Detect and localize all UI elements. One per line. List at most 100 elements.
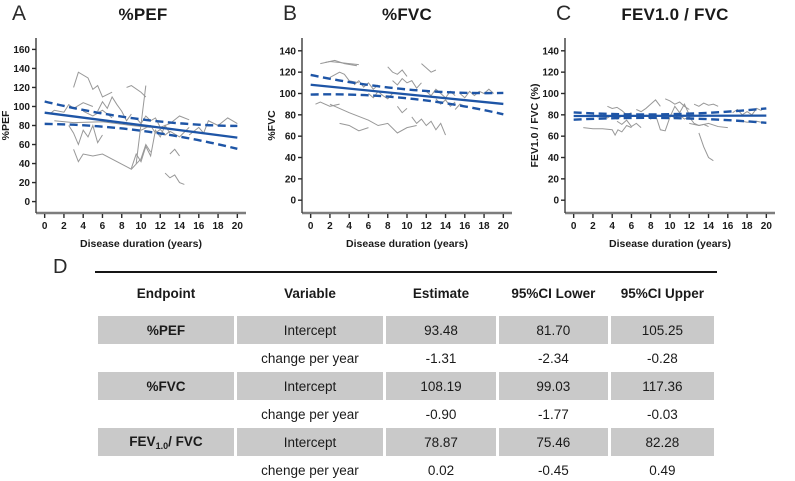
regression-line bbox=[310, 83, 504, 106]
x-tick-label: 14 bbox=[174, 221, 186, 232]
x-tick-labels: 0 2 4 6 8 10 12 14 16 18 20 bbox=[308, 214, 509, 232]
x-tick-label: 14 bbox=[703, 221, 715, 232]
chart-pef: 0 2 4 6 8 10 12 14 16 18 20 0 20 40 60 80 100 120 140 160 Di… bbox=[0, 38, 246, 250]
x-axis-label: Disease duration (years) bbox=[609, 238, 731, 250]
cell-ci-lower: -1.77 bbox=[537, 406, 569, 422]
patient-trajectory bbox=[616, 119, 642, 129]
x-tick-label: 16 bbox=[459, 221, 471, 232]
cell-estimate: 108.19 bbox=[386, 372, 496, 400]
x-tick-label: 10 bbox=[664, 221, 676, 232]
y-tick-label: 60 bbox=[19, 140, 31, 151]
x-tick-label: 4 bbox=[346, 221, 352, 232]
cell-endpoint bbox=[98, 456, 234, 481]
cell-ci-lower: 99.03 bbox=[498, 372, 608, 400]
y-tick-label: 20 bbox=[285, 174, 297, 185]
cell-ci-upper: 105.25 bbox=[610, 316, 714, 344]
table: Endpoint Variable Estimate 95%CI Lower 9… bbox=[95, 273, 717, 481]
y-tick-label: 120 bbox=[13, 83, 30, 94]
patient-trajectory bbox=[368, 90, 393, 100]
cell-estimate: 0.02 bbox=[427, 462, 455, 478]
y-tick-label: 20 bbox=[548, 174, 560, 185]
x-tick-label: 20 bbox=[232, 221, 244, 232]
panel-title-pef: %PEF bbox=[118, 5, 168, 24]
header-endpoint: Endpoint bbox=[136, 286, 196, 301]
cell-ci-upper: -0.03 bbox=[646, 406, 678, 422]
patient-trajectory bbox=[387, 66, 408, 77]
cell-variable: Intercept bbox=[236, 316, 384, 344]
patient-trajectory bbox=[126, 84, 147, 98]
x-tick-label: 8 bbox=[648, 221, 654, 232]
patient-trajectory bbox=[188, 117, 238, 136]
x-tick-label: 16 bbox=[722, 221, 734, 232]
cell-ci-upper: 117.36 bbox=[610, 372, 714, 400]
x-axis-label: Disease duration (years) bbox=[80, 238, 202, 250]
y-tick-label: 40 bbox=[548, 153, 560, 164]
y-tick-label: 80 bbox=[548, 110, 560, 121]
cell-ci-upper: 0.49 bbox=[649, 462, 676, 478]
y-tick-label: 80 bbox=[19, 121, 31, 132]
patient-trajectory bbox=[130, 124, 171, 169]
patient-trajectory bbox=[392, 77, 422, 89]
patient-trajectory bbox=[693, 102, 719, 107]
x-tick-labels: 0 2 4 6 8 10 12 14 16 18 20 bbox=[42, 214, 243, 232]
y-tick-label: 60 bbox=[548, 132, 560, 143]
y-axis-label: FEV1.0 / FVC (%) bbox=[529, 83, 541, 167]
x-tick-label: 16 bbox=[193, 221, 205, 232]
x-tick-label: 10 bbox=[135, 221, 147, 232]
panel-letter-a: A bbox=[12, 2, 27, 25]
patient-trajectory bbox=[411, 116, 446, 136]
y-tick-labels: 0 20 40 60 80 100 120 140 bbox=[542, 46, 565, 207]
patient-trajectory bbox=[315, 101, 340, 107]
x-tick-label: 8 bbox=[119, 221, 125, 232]
patient-trajectory bbox=[49, 102, 94, 115]
y-tick-label: 60 bbox=[285, 132, 297, 143]
patient-trajectory bbox=[135, 115, 190, 129]
header-ci-upper: 95%CI Upper bbox=[620, 286, 704, 301]
patient-lines bbox=[49, 71, 238, 185]
y-tick-label: 0 bbox=[24, 197, 30, 208]
x-tick-label: 12 bbox=[421, 221, 433, 232]
patient-trajectory bbox=[329, 103, 417, 134]
y-tick-labels: 0 20 40 60 80 100 120 140 160 bbox=[13, 45, 36, 208]
x-tick-label: 6 bbox=[100, 221, 106, 232]
table-row: change per year -1.31 -2.34 -0.28 bbox=[98, 344, 714, 372]
y-tick-label: 140 bbox=[13, 64, 30, 75]
table-header-row: Endpoint Variable Estimate 95%CI Lower 9… bbox=[98, 273, 714, 316]
patient-trajectory bbox=[68, 123, 103, 146]
y-tick-label: 100 bbox=[13, 102, 30, 113]
x-tick-label: 2 bbox=[327, 221, 333, 232]
patient-trajectory bbox=[396, 105, 408, 114]
patient-trajectory bbox=[732, 107, 762, 116]
patient-trajectory bbox=[325, 59, 357, 67]
chart-fvc: 0 2 4 6 8 10 12 14 16 18 20 0 20 40 60 80 100 120 140 Disea… bbox=[266, 38, 512, 250]
patient-trajectory bbox=[73, 71, 113, 98]
y-tick-label: 100 bbox=[279, 89, 296, 100]
table-row: FEV1.0/ FVC Intercept 78.87 75.46 82.28 bbox=[98, 428, 714, 456]
cell-ci-lower: -2.34 bbox=[537, 350, 569, 366]
x-tick-labels: 0 2 4 6 8 10 12 14 16 18 20 bbox=[571, 214, 772, 232]
cell-endpoint: %FVC bbox=[98, 372, 234, 400]
y-tick-label: 0 bbox=[553, 196, 559, 207]
x-tick-label: 6 bbox=[366, 221, 372, 232]
panel-letter-d: D bbox=[53, 256, 68, 278]
cell-endpoint bbox=[98, 344, 234, 372]
y-tick-labels: 0 20 40 60 80 100 120 140 bbox=[279, 46, 302, 207]
y-tick-label: 40 bbox=[285, 153, 297, 164]
patient-trajectory bbox=[54, 120, 151, 128]
header-estimate: Estimate bbox=[412, 286, 470, 301]
cell-variable: change per year bbox=[261, 350, 359, 366]
table-row: chenge per year 0.02 -0.45 0.49 bbox=[98, 456, 714, 481]
x-tick-label: 18 bbox=[213, 221, 225, 232]
y-tick-label: 100 bbox=[542, 89, 559, 100]
cell-endpoint bbox=[98, 400, 234, 428]
cell-ci-lower: 81.70 bbox=[498, 316, 608, 344]
y-tick-label: 0 bbox=[290, 196, 296, 207]
y-axis-label: %FVC bbox=[266, 110, 278, 141]
x-tick-label: 6 bbox=[629, 221, 635, 232]
x-tick-label: 8 bbox=[385, 221, 391, 232]
panel-letter-c: C bbox=[556, 2, 572, 25]
cell-variable: Intercept bbox=[236, 428, 384, 456]
x-tick-label: 4 bbox=[80, 221, 86, 232]
cell-ci-upper: 82.28 bbox=[610, 428, 714, 456]
